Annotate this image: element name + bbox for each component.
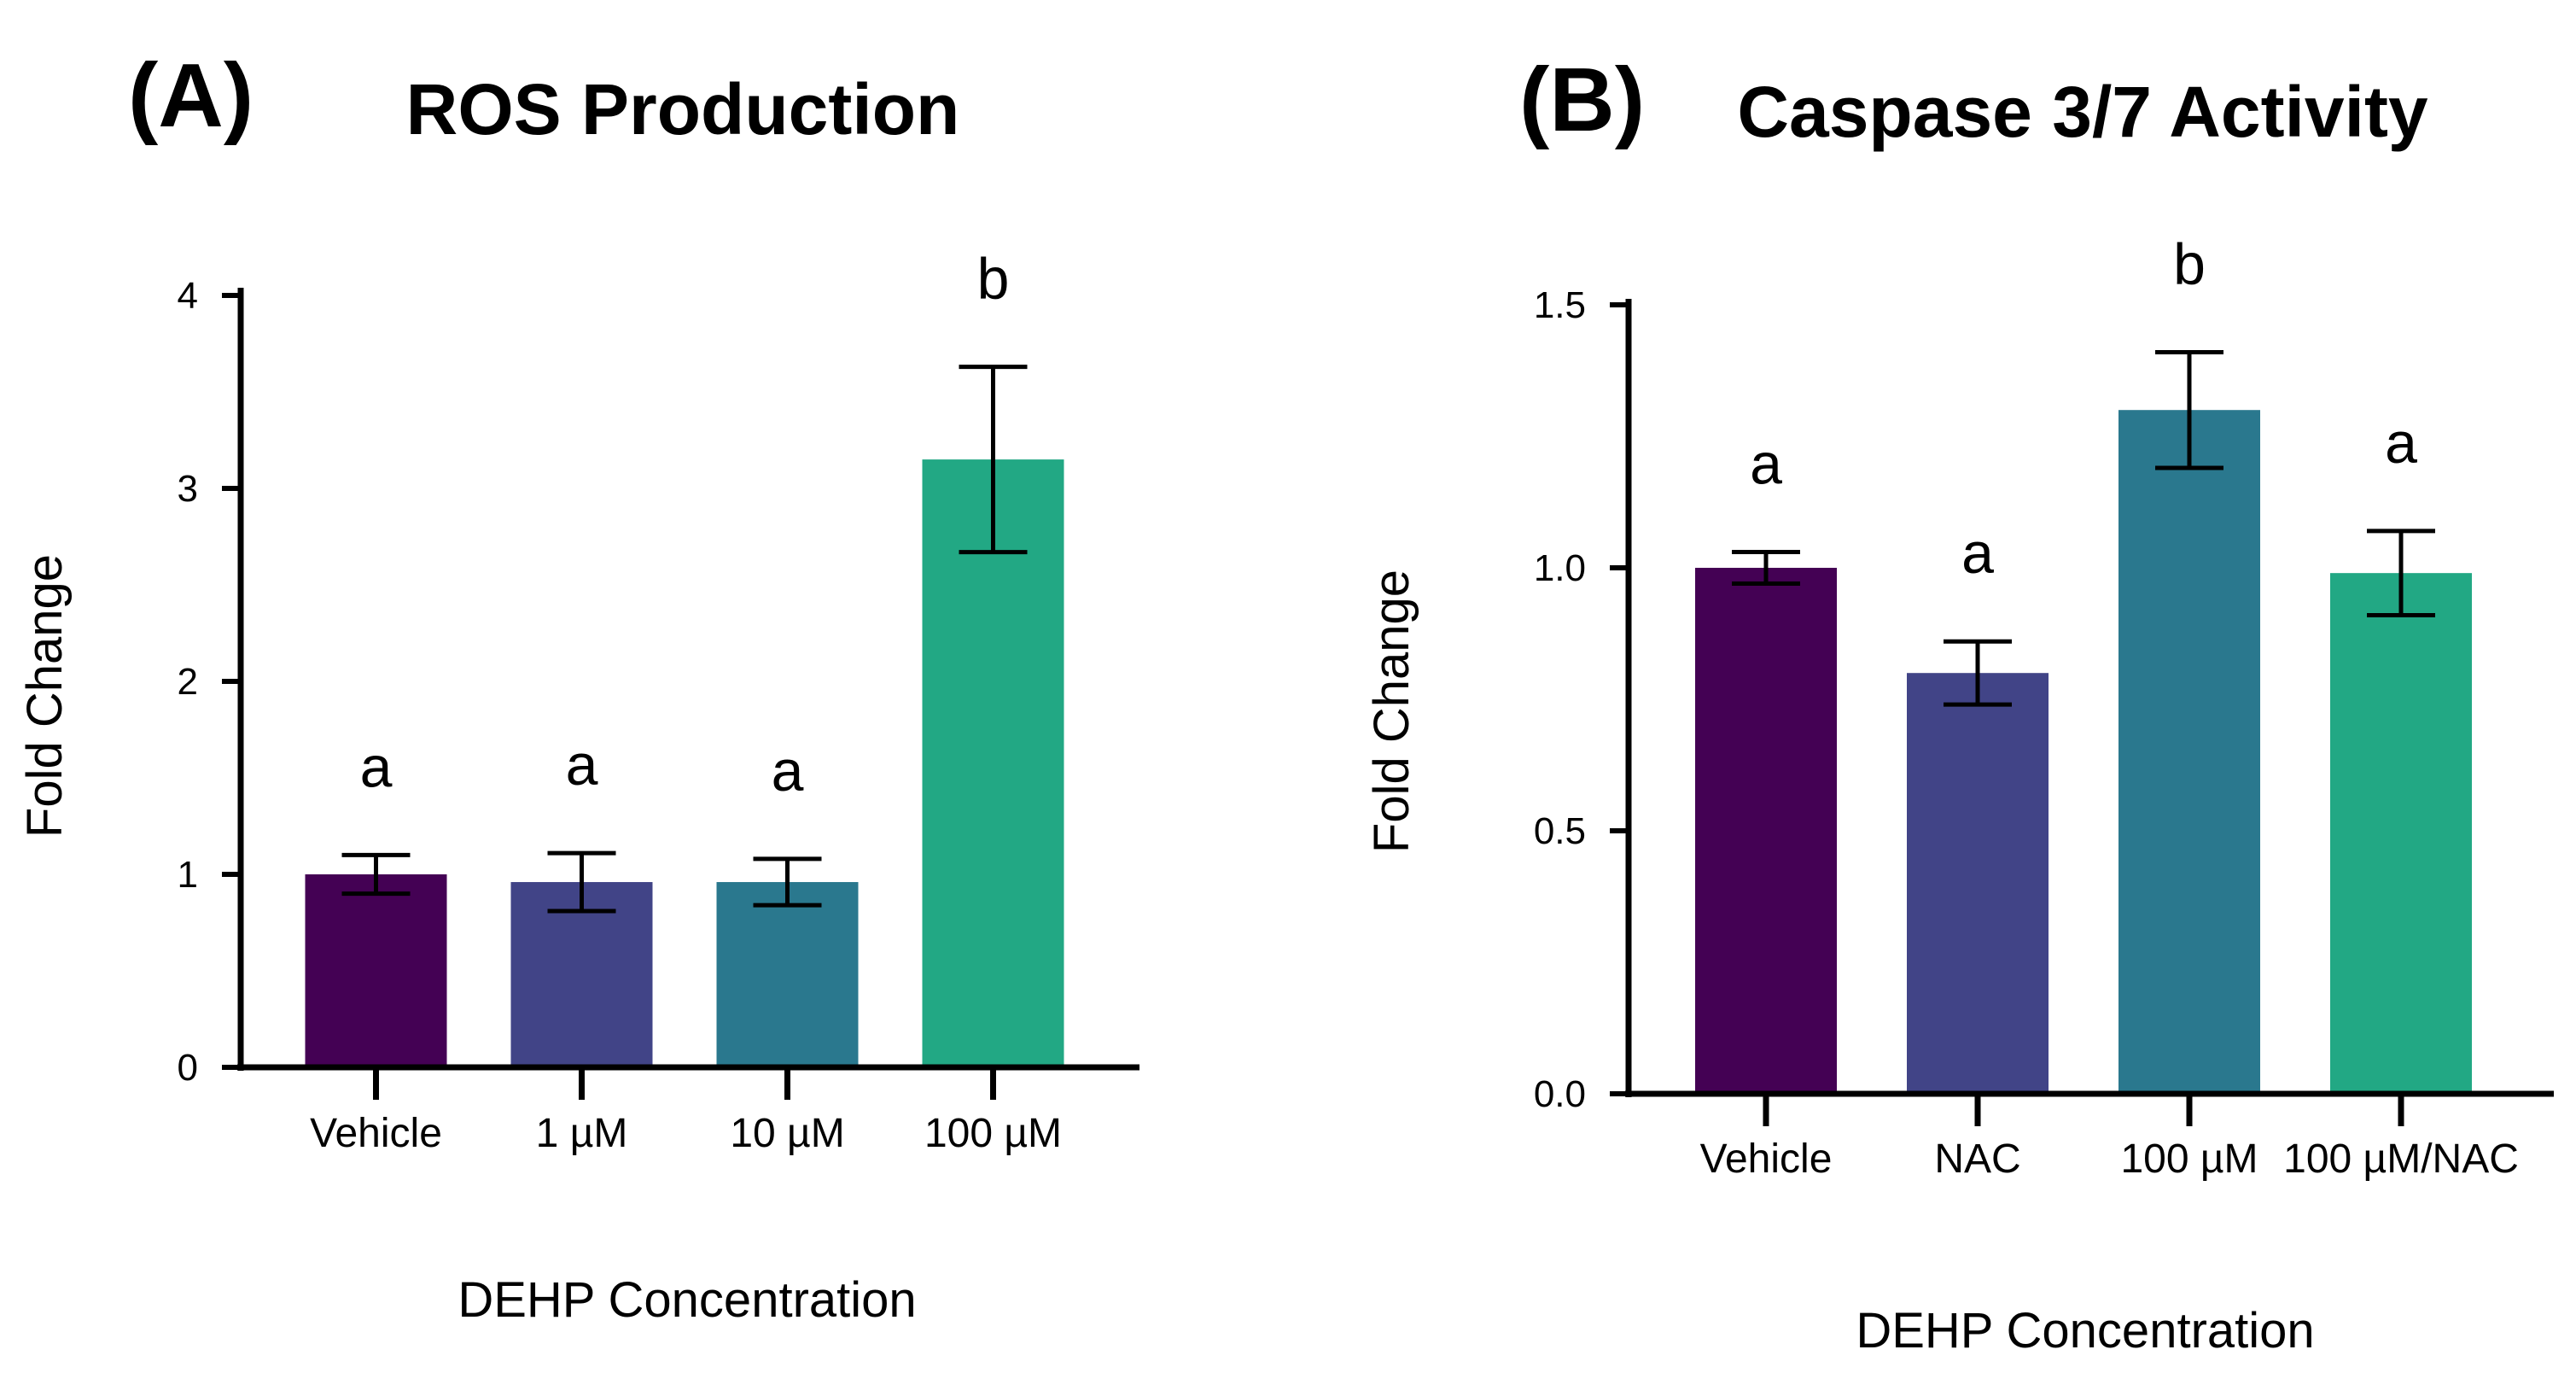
chart-panel-a: (A) ROS Production a Vehicle a 1 µM a 10 µM b 100… <box>17 45 1139 1328</box>
significance-label: a <box>772 739 804 803</box>
y-axis-title: Fold Change <box>17 554 73 838</box>
chart-title: Caspase 3/7 Activity <box>1737 72 2428 152</box>
x-tick-label: Vehicle <box>1700 1136 1833 1182</box>
y-tick-label: 1 <box>178 854 198 896</box>
panel-label: (B) <box>1519 50 1645 150</box>
x-axis-title: DEHP Concentration <box>1856 1303 2314 1358</box>
significance-label: a <box>1961 521 1994 586</box>
x-tick-label: 10 µM <box>730 1111 844 1156</box>
x-tick-label: 1 µM <box>536 1111 628 1156</box>
significance-label: a <box>2385 411 2417 476</box>
y-tick-label: 4 <box>178 275 198 317</box>
y-tick-label: 1.0 <box>1534 547 1586 589</box>
x-tick-label: 100 µM/NAC <box>2283 1136 2519 1182</box>
significance-label: a <box>360 734 393 799</box>
panel-label: (A) <box>128 45 254 146</box>
significance-label: a <box>566 733 598 798</box>
chart-panel-b: (B) Caspase 3/7 Activity a Vehicle a NAC b 100 … <box>1364 50 2554 1358</box>
significance-label: b <box>2173 231 2206 296</box>
chart-title: ROS Production <box>406 69 960 149</box>
bar <box>2330 573 2472 1094</box>
y-axis-title: Fold Change <box>1364 570 1419 853</box>
bar <box>922 459 1064 1067</box>
significance-label: a <box>1750 432 1782 497</box>
bar <box>305 874 447 1067</box>
x-tick-label: 100 µM <box>924 1111 1062 1156</box>
x-axis-title: DEHP Concentration <box>458 1272 916 1328</box>
bar <box>716 882 859 1067</box>
x-tick-label: NAC <box>1934 1136 2020 1182</box>
y-tick-label: 1.5 <box>1534 284 1586 326</box>
bar <box>2118 410 2260 1094</box>
y-tick-label: 0.0 <box>1534 1073 1586 1115</box>
y-tick-label: 0.5 <box>1534 810 1586 852</box>
y-tick-label: 3 <box>178 468 198 510</box>
x-tick-label: 100 µM <box>2120 1136 2258 1182</box>
bar <box>1695 568 1837 1094</box>
y-tick-label: 2 <box>178 661 198 703</box>
bar <box>1907 673 2049 1094</box>
x-tick-label: Vehicle <box>310 1111 442 1156</box>
y-tick-label: 0 <box>178 1047 198 1089</box>
significance-label: b <box>977 247 1010 312</box>
